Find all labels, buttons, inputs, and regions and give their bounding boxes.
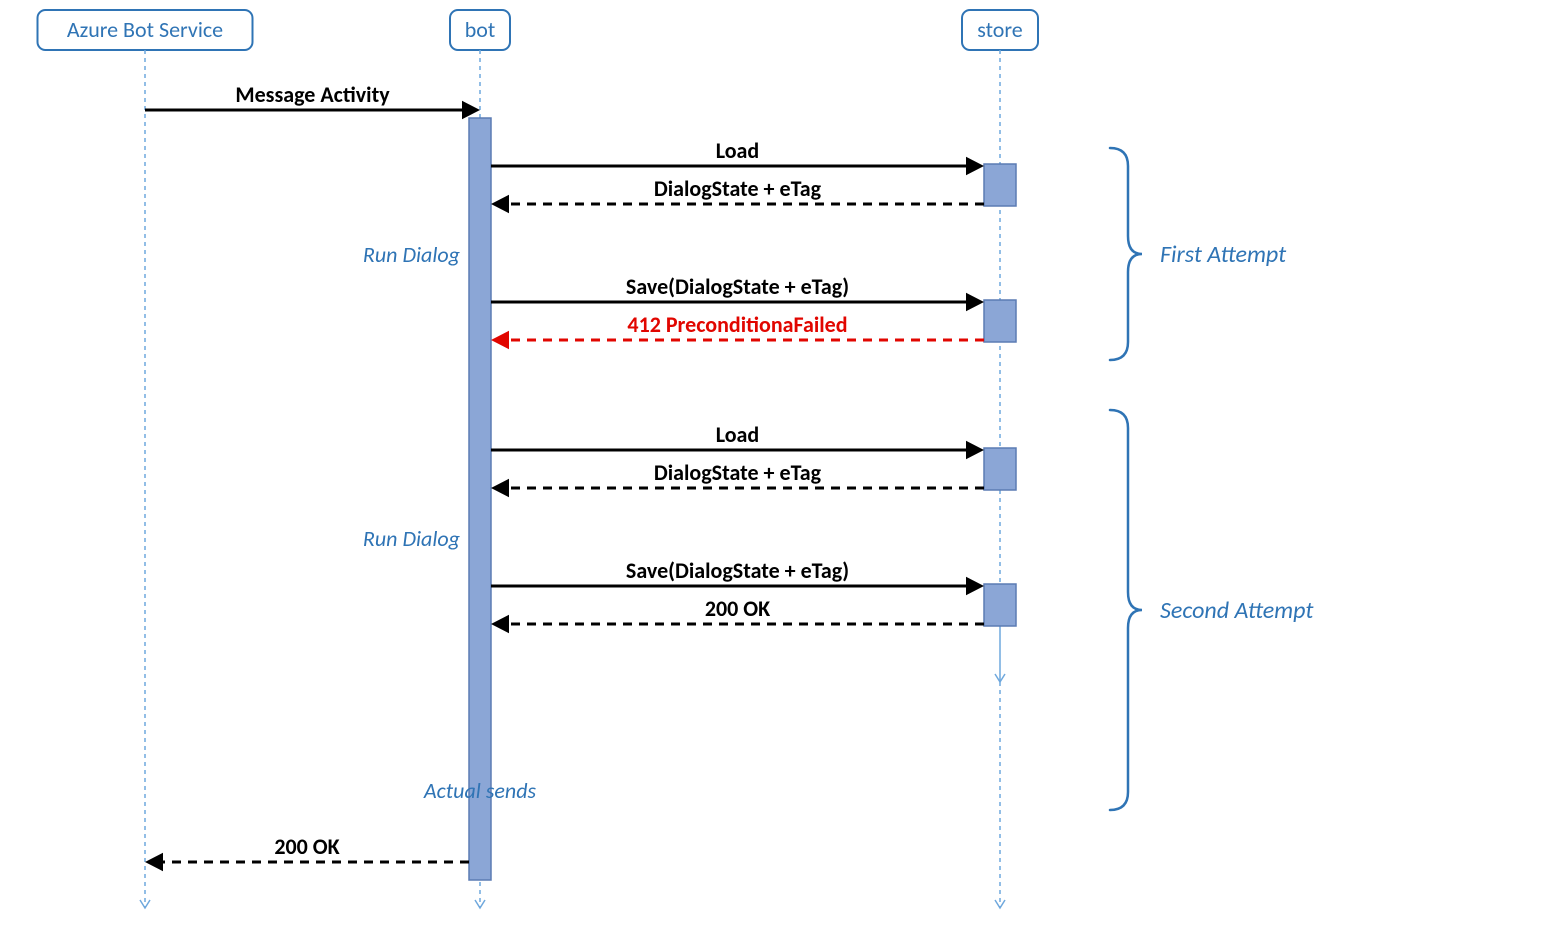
participant-store-label: store bbox=[977, 16, 1022, 43]
message-state-2-label: DialogState + eTag bbox=[654, 459, 822, 486]
message-save-2-label: Save(DialogState + eTag) bbox=[626, 557, 849, 584]
message-ok-2-label: 200 OK bbox=[705, 595, 770, 622]
message-msg-activity-label: Message Activity bbox=[235, 81, 390, 108]
activation-store-0 bbox=[984, 164, 1016, 206]
message-save-1-label: Save(DialogState + eTag) bbox=[626, 273, 849, 300]
message-save-2-arrowhead bbox=[966, 577, 984, 595]
message-load-2-arrowhead bbox=[966, 441, 984, 459]
message-ok-final-label: 200 OK bbox=[274, 833, 339, 860]
message-state-2-arrowhead bbox=[491, 479, 509, 497]
participant-azure-label: Azure Bot Service bbox=[67, 16, 223, 43]
participant-bot-label: bot bbox=[465, 16, 496, 43]
activation-store-3 bbox=[984, 584, 1016, 626]
message-load-2-label: Load bbox=[716, 421, 759, 448]
note-actual-sends: Actual sends bbox=[423, 777, 537, 804]
message-load-1-arrowhead bbox=[966, 157, 984, 175]
message-ok-2-arrowhead bbox=[491, 615, 509, 633]
activation-bot bbox=[469, 118, 491, 880]
bracket-second-attempt-label: Second Attempt bbox=[1160, 596, 1314, 625]
message-save-1-arrowhead bbox=[966, 293, 984, 311]
note-run-dialog-2: Run Dialog bbox=[363, 525, 461, 552]
note-run-dialog-1: Run Dialog bbox=[363, 241, 461, 268]
message-ok-final-arrowhead bbox=[145, 853, 163, 871]
message-state-1-label: DialogState + eTag bbox=[654, 175, 822, 202]
message-msg-activity-arrowhead bbox=[462, 101, 480, 119]
activation-store-2 bbox=[984, 448, 1016, 490]
bracket-first-attempt bbox=[1110, 148, 1142, 360]
activation-store-1 bbox=[984, 300, 1016, 342]
message-fail-1-label: 412 PreconditionaFailed bbox=[627, 311, 847, 338]
message-load-1-label: Load bbox=[716, 137, 759, 164]
message-fail-1-arrowhead bbox=[491, 331, 509, 349]
bracket-second-attempt bbox=[1110, 410, 1142, 810]
message-state-1-arrowhead bbox=[491, 195, 509, 213]
bracket-first-attempt-label: First Attempt bbox=[1160, 240, 1287, 269]
